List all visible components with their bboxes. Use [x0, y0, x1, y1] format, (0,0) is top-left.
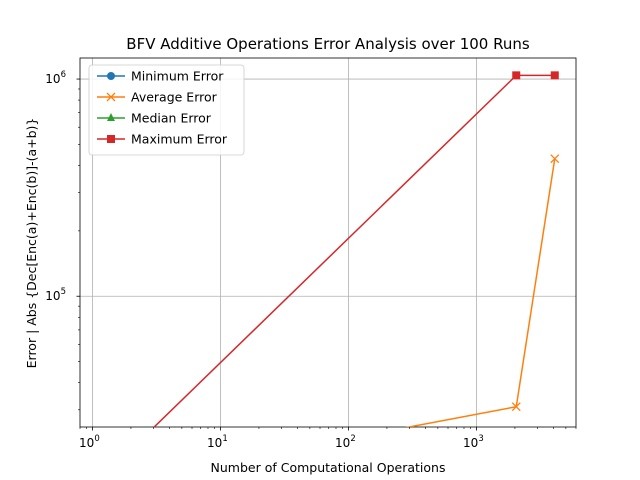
data-point [550, 154, 560, 164]
x-axis-label: Number of Computational Operations [211, 460, 446, 475]
y-axis-label: Error | Abs {Dec[Enc(a)+Enc(b)]-(a+b)} [24, 118, 39, 369]
axes: 100 101 102 103 105 106 [45, 57, 577, 450]
y-tick-label: 105 [45, 287, 66, 303]
legend-label: Maximum Error [131, 132, 228, 147]
legend-label: Average Error [131, 90, 218, 105]
series-maximum-error [153, 71, 559, 427]
data-point [511, 402, 521, 412]
y-tick-label: 106 [45, 70, 66, 86]
legend-box [88, 64, 245, 156]
legend: Minimum Error Average Error Median Error Ma… [88, 64, 245, 156]
x-tick-label: 101 [207, 434, 228, 450]
plot-frame [79, 57, 577, 428]
series-average-error [405, 154, 560, 427]
legend-label: Minimum Error [131, 69, 224, 84]
x-tick-label: 100 [79, 434, 100, 450]
legend-label: Median Error [131, 111, 212, 126]
data-point [512, 71, 521, 80]
chart-title: BFV Additive Operations Error Analysis o… [126, 35, 530, 53]
legend-marker [107, 135, 115, 143]
data-point [550, 71, 559, 80]
legend-marker [107, 72, 115, 80]
x-tick-label: 102 [335, 434, 356, 450]
x-tick-label: 103 [463, 434, 484, 450]
series-layer [153, 71, 560, 427]
legend-marker [107, 113, 115, 121]
legend-marker [106, 92, 116, 102]
